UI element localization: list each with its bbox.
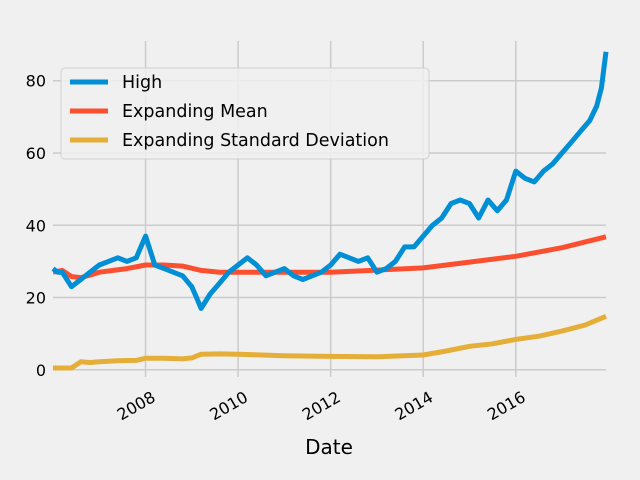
y-tick-labels: 0 20 40 60 80 — [26, 72, 46, 380]
y-tick-label: 20 — [26, 289, 46, 308]
legend-label: Expanding Standard Deviation — [122, 131, 389, 151]
y-tick-label: 80 — [26, 72, 46, 91]
y-tick-label: 60 — [26, 144, 46, 163]
x-axis-label: Date — [305, 435, 353, 459]
legend-label: Expanding Mean — [122, 102, 268, 122]
legend-box — [60, 67, 430, 160]
series-line-expanding-standard-deviation — [53, 313, 607, 371]
legend: High Expanding Mean Expanding Standard Dev… — [60, 67, 430, 160]
series-line-high — [51, 51, 609, 311]
series-layer — [51, 51, 609, 371]
y-tick-label: 40 — [26, 216, 46, 235]
y-tick-label: 0 — [36, 361, 46, 380]
legend-label: High — [122, 73, 162, 93]
